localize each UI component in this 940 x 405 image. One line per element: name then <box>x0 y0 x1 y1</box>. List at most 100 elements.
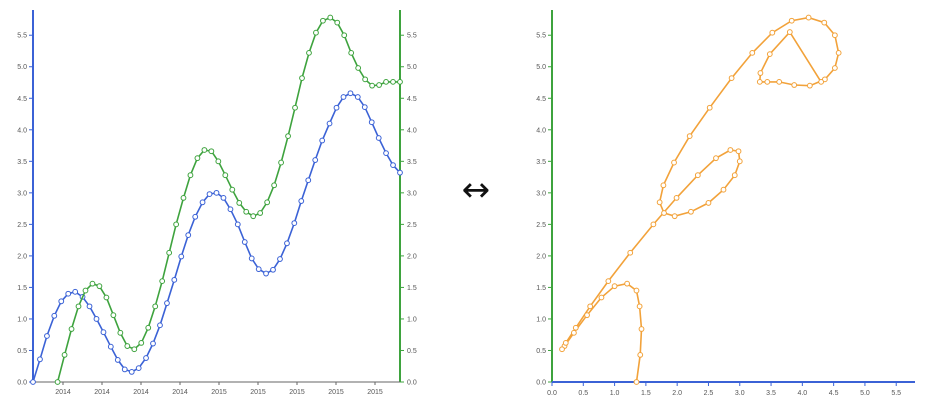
left-y-tick-label: 3.5 <box>17 159 27 166</box>
blue-series-point <box>319 137 326 144</box>
y-tick-label: 4.0 <box>536 127 546 134</box>
x-tick-label: 4.0 <box>797 390 807 397</box>
right-y-tick-label: 1.0 <box>407 316 417 323</box>
y-tick-label: 3.0 <box>536 190 546 197</box>
green-series-point <box>82 287 89 294</box>
left-y-tick-label: 2.0 <box>17 253 27 260</box>
blue-series-point <box>227 206 234 213</box>
green-series-point <box>138 340 145 346</box>
blue-series-point <box>206 191 213 198</box>
orange-series-point <box>559 346 565 353</box>
green-series-point <box>54 379 61 385</box>
green-series-point <box>61 351 68 358</box>
blue-series-point <box>326 120 333 127</box>
blue-series-point <box>86 303 93 310</box>
right-y-tick-label: 4.5 <box>407 96 417 103</box>
orange-series-point <box>671 159 677 166</box>
x-tick-label: 1.5 <box>641 390 651 397</box>
orange-series-point <box>791 82 798 88</box>
right-parametric-chart: 0.0 0.5 1.0 1.5 2.0 2.5 3.0 3.5 4.0 4.5 5.0 5.5 0.0 0… <box>536 10 915 397</box>
left-y-tick-label: 5.0 <box>17 64 27 71</box>
green-series-point <box>117 329 124 336</box>
x-tick-label: 2014 <box>133 389 149 396</box>
blue-series-point <box>150 340 156 347</box>
x-tick-label: 2014 <box>172 389 188 396</box>
x-tick-label: 4.5 <box>829 390 839 397</box>
y-tick-label: 2.5 <box>536 222 546 229</box>
green-series-point <box>75 303 82 310</box>
green-series-point <box>180 194 187 201</box>
x-tick-label: 2015 <box>289 389 305 396</box>
orange-series-point <box>572 324 579 331</box>
orange-series-point <box>660 182 667 189</box>
left-y-tick-label: 4.0 <box>17 127 27 134</box>
x-tick-label: 2015 <box>211 389 227 396</box>
orange-series-point <box>627 249 634 256</box>
green-series-point <box>369 82 376 89</box>
y-tick-label: 1.0 <box>536 316 546 323</box>
orange-series-point <box>805 14 812 21</box>
orange-series-point <box>766 51 773 58</box>
green-series-point <box>96 283 103 290</box>
blue-series-point <box>312 157 319 163</box>
green-series-point <box>236 200 243 206</box>
orange-series-point <box>694 172 701 179</box>
right-y-tick-label: 1.5 <box>407 285 417 292</box>
orange-series-point <box>611 283 618 290</box>
orange-series-point <box>764 78 771 85</box>
blue-series-point <box>213 189 220 196</box>
orange-series-point <box>713 155 719 162</box>
blue-series-point <box>291 220 298 227</box>
green-series-point <box>159 278 166 285</box>
green-series-point <box>152 303 159 310</box>
x-tick-label: 2015 <box>367 389 383 396</box>
blue-series-point <box>65 290 72 297</box>
blue-series-point <box>220 194 227 201</box>
orange-series-point <box>835 49 842 56</box>
green-series-point <box>257 210 264 216</box>
green-series-point <box>215 158 222 165</box>
y-tick-label: 3.5 <box>536 159 546 166</box>
double-arrow-icon: ↔ <box>461 170 491 210</box>
orange-series-point <box>633 379 640 385</box>
blue-series-point <box>44 333 50 339</box>
green-series-point <box>390 78 396 85</box>
orange-series-point <box>736 158 743 165</box>
orange-series-point <box>831 65 838 71</box>
orange-series-point <box>728 75 735 81</box>
blue-series-point <box>30 379 36 385</box>
green-series-point <box>327 14 334 21</box>
orange-series-point <box>671 213 678 220</box>
right-y-tick-label: 5.5 <box>407 33 417 40</box>
orange-series-point <box>638 326 645 332</box>
orange-series-point <box>749 49 756 56</box>
blue-series-point <box>241 239 248 245</box>
green-series-point <box>124 343 131 349</box>
blue-series-point <box>128 369 135 375</box>
orange-series-point <box>650 221 657 228</box>
blue-series-point <box>263 270 269 277</box>
blue-series-point <box>305 177 312 184</box>
blue-series-point <box>114 357 121 363</box>
right-y-tick-label: 5.0 <box>407 64 417 71</box>
blue-series-point <box>93 316 100 322</box>
orange-series-point <box>686 133 693 140</box>
green-series-line <box>56 16 400 383</box>
orange-series-point <box>661 210 667 216</box>
blue-series-point <box>361 104 368 110</box>
green-series-point <box>306 49 312 56</box>
green-series-point <box>313 29 319 36</box>
x-tick-label: 2.0 <box>672 390 682 397</box>
green-series-point <box>103 294 110 301</box>
right-y-tick-label: 3.0 <box>407 190 417 197</box>
x-tick-label: 5.5 <box>891 390 901 397</box>
green-series-point <box>110 312 117 319</box>
left-y-tick-label: 0.0 <box>17 380 27 387</box>
x-tick-label: 2015 <box>250 389 266 396</box>
orange-series-point <box>688 208 694 215</box>
orange-series-point <box>831 32 838 39</box>
orange-series-point <box>705 200 712 206</box>
right-y-tick-label: 3.5 <box>407 159 417 166</box>
y-tick-label: 1.5 <box>536 285 546 292</box>
blue-series-point <box>143 355 149 361</box>
